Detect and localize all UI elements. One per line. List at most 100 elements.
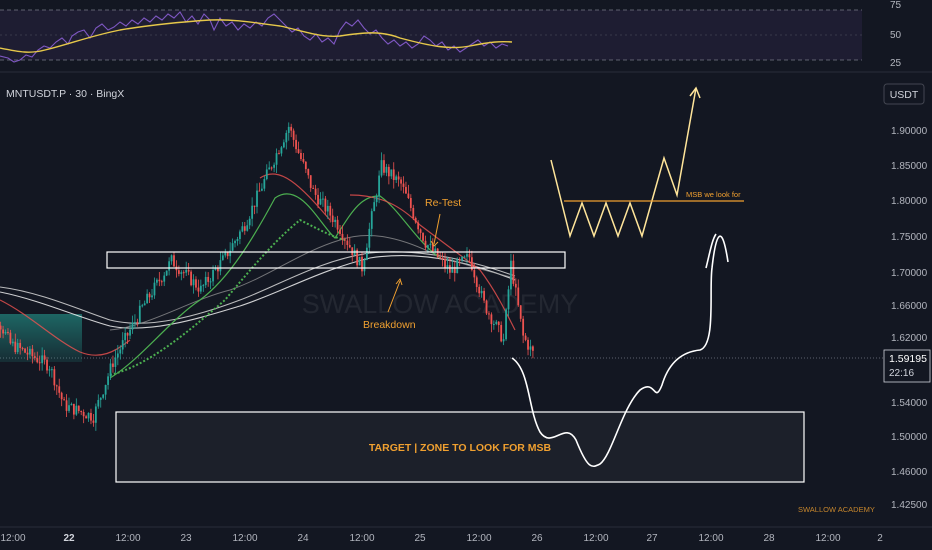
candle-body	[497, 321, 500, 326]
candle-body	[361, 256, 363, 272]
candle-body	[192, 279, 195, 286]
candle-body	[270, 167, 273, 169]
candle-body	[72, 403, 75, 415]
candle-body	[163, 275, 166, 282]
candle-body	[263, 179, 266, 189]
retest-arrow	[433, 213, 441, 245]
target-zone[interactable]	[115, 411, 805, 483]
candle-body	[446, 265, 449, 268]
msb-arrow-head	[689, 86, 701, 99]
candle-body	[80, 411, 83, 413]
candle-body	[512, 260, 515, 284]
candle-body	[436, 248, 439, 258]
time-axis[interactable]: 12:00 22 12:00 23 12:00 24 12:00 25 12:0…	[0, 533, 883, 544]
candle-body	[170, 255, 173, 262]
candle-body	[226, 251, 229, 257]
candle-body	[136, 321, 139, 323]
price-tick: 1.54000	[891, 398, 928, 409]
candle-body	[219, 260, 222, 272]
candle-body	[385, 166, 388, 173]
candle-body	[449, 265, 451, 273]
breakdown-arrow	[387, 280, 401, 313]
price-tick: 1.42500	[891, 500, 928, 511]
candle-body	[380, 160, 383, 176]
candle-body	[351, 247, 354, 256]
candle-body	[43, 355, 46, 360]
currency-badge[interactable]	[883, 83, 925, 105]
candle-body	[253, 205, 256, 207]
candle-body	[2, 329, 4, 334]
candle-body	[260, 188, 263, 191]
candle-body	[182, 272, 185, 274]
candle-body	[99, 397, 102, 400]
price-axis[interactable]: 1.90000 1.85000 1.80000 1.75000 1.70000 …	[891, 126, 928, 511]
candle-body	[102, 394, 105, 398]
candle-body	[204, 276, 207, 286]
candle-body	[300, 152, 302, 160]
candle-body	[461, 256, 464, 261]
candle-body	[246, 225, 249, 231]
rsi-ma-line	[0, 19, 513, 53]
candle-body	[287, 126, 290, 133]
candle-body	[470, 257, 473, 271]
candle-body	[532, 346, 534, 351]
rsi-pane	[0, 9, 862, 63]
time-tick: 28	[763, 533, 775, 544]
ma-white-1	[0, 251, 516, 324]
candle-body	[158, 279, 161, 282]
candle-body	[280, 147, 283, 154]
candle-body	[195, 279, 197, 288]
candle-body	[165, 270, 168, 276]
candle-body	[492, 323, 495, 325]
candle-body	[373, 202, 376, 212]
candle-body	[453, 266, 456, 274]
candle-body	[29, 348, 31, 355]
time-tick: 12:00	[815, 533, 840, 544]
candle-body	[324, 198, 327, 212]
time-tick: 12:00	[232, 533, 257, 544]
candle-body	[285, 132, 288, 143]
resistance-zone[interactable]	[106, 251, 566, 269]
candle-body	[197, 287, 200, 292]
candle-body	[419, 229, 422, 233]
candle-body	[4, 331, 7, 334]
candle-body	[368, 228, 371, 248]
candle-body	[395, 176, 398, 180]
price-tick: 1.66000	[891, 301, 928, 312]
candle-body	[444, 258, 446, 268]
target-zone-label: TARGET | ZONE TO LOOK FOR MSB	[369, 442, 552, 454]
watermark: SWALLOW ACADEMY	[302, 289, 579, 319]
candle-body	[417, 222, 420, 230]
candle-body	[153, 282, 156, 296]
price-tick: 1.80000	[891, 196, 928, 207]
msb-pattern	[550, 87, 697, 239]
candle-body	[407, 193, 410, 199]
candle-body	[36, 358, 39, 363]
candle-body	[121, 340, 124, 350]
candle-body	[51, 369, 53, 371]
candle-body	[495, 321, 498, 324]
candle-body	[458, 259, 461, 261]
candle-body	[309, 175, 312, 188]
candle-body	[60, 392, 63, 400]
candle-body	[314, 188, 317, 195]
candle-body	[168, 261, 171, 271]
price-tick: 1.75000	[891, 232, 928, 243]
candle-body	[70, 403, 73, 406]
price-tick: 1.85000	[891, 161, 928, 172]
candle-body	[68, 405, 70, 411]
rsi-level-75-label: 75	[890, 0, 902, 11]
ma-gray	[109, 235, 516, 331]
candle-body	[439, 257, 442, 259]
time-tick: 12:00	[583, 533, 608, 544]
candle-body	[112, 363, 114, 367]
candle-body	[375, 196, 378, 203]
time-tick: 12:00	[115, 533, 140, 544]
candle-body	[77, 405, 80, 412]
candle-body	[273, 164, 275, 168]
candle-body	[431, 243, 434, 252]
candle-body	[94, 406, 97, 423]
time-tick: 26	[531, 533, 543, 544]
